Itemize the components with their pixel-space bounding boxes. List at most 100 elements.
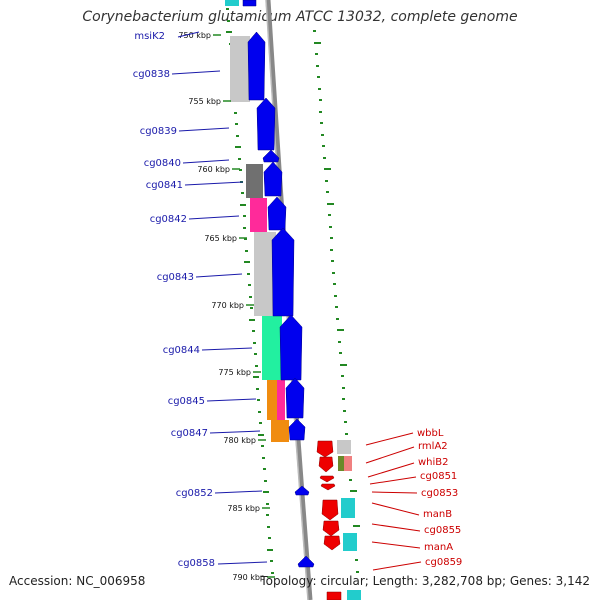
reverse-gene-arrow xyxy=(320,483,336,491)
gc-dot-left xyxy=(267,526,270,528)
gene-leader-line xyxy=(171,70,221,75)
gc-dot-right xyxy=(319,99,322,101)
forward-gene-arrow xyxy=(267,196,287,231)
gene-label-cg0845: cg0845 xyxy=(168,396,205,407)
gc-dot-left xyxy=(227,20,230,22)
gc-dot-right xyxy=(315,53,318,55)
gc-dot-right xyxy=(341,375,344,377)
forward-gene-arrow xyxy=(247,31,266,101)
cog-block xyxy=(254,232,276,316)
kbp-tick-label: 775 kbp xyxy=(218,368,251,377)
gc-dot-right xyxy=(314,42,321,44)
gc-dot-right xyxy=(322,145,325,147)
forward-gene-arrow xyxy=(279,314,303,381)
gc-dot-right xyxy=(349,479,352,481)
kbp-tick-label: 750 kbp xyxy=(178,31,211,40)
gc-dot-left xyxy=(239,169,242,171)
reverse-gene-arrow xyxy=(319,475,335,483)
gene-leader-line xyxy=(177,31,200,38)
forward-gene-arrow xyxy=(297,555,315,568)
gene-leader-line xyxy=(188,215,240,220)
gc-dot-right xyxy=(327,203,334,205)
cog-block xyxy=(225,0,239,6)
gc-dot-left xyxy=(236,135,239,137)
gene-labels: msiK2 cg0838 cg0839 cg0840 cg0841 cg0842 cg084… xyxy=(133,31,462,571)
gene-track xyxy=(242,0,342,600)
gc-dot-right xyxy=(344,421,347,423)
gene-leader-line xyxy=(371,541,421,549)
gc-dot-left xyxy=(243,215,246,217)
gc-dot-right xyxy=(338,341,341,343)
gc-dot-left xyxy=(271,572,274,574)
kbp-tick-label: 765 kbp xyxy=(204,234,237,243)
gc-dot-left xyxy=(259,422,262,424)
gene-leader-line xyxy=(372,561,422,571)
gc-dot-left xyxy=(247,273,250,275)
gene-leader-line xyxy=(371,502,420,516)
gc-dot-right xyxy=(340,364,347,366)
gc-dot-right xyxy=(321,134,324,136)
cog-block xyxy=(246,164,263,198)
gene-label-cg0844: cg0844 xyxy=(163,345,200,356)
accession-text: Accession: NC_006958 xyxy=(9,574,146,588)
cog-block xyxy=(271,420,289,442)
gene-label-msiK2: msiK2 xyxy=(134,31,165,42)
kbp-tick-label: 790 kbp xyxy=(232,573,265,582)
genome-title: Corynebacterium glutamicum ATCC 13032, c… xyxy=(82,9,518,25)
gc-dot-right xyxy=(319,111,322,113)
gc-dot-right xyxy=(335,306,338,308)
gc-dot-left xyxy=(248,284,251,286)
gc-dot-left xyxy=(268,537,271,539)
cog-color-track xyxy=(225,0,361,600)
gc-dot-left xyxy=(240,204,246,206)
gc-dot-left xyxy=(241,192,244,194)
gc-dot-left xyxy=(252,330,255,332)
reverse-gene-arrow xyxy=(318,456,334,473)
topology-info: Topology: circular; Length: 3,282,708 bp… xyxy=(260,574,590,588)
gc-dot-left xyxy=(263,468,266,470)
gene-leader-line xyxy=(371,523,421,532)
gc-dot-right xyxy=(320,122,323,124)
gc-dot-left xyxy=(257,399,260,401)
gene-label-cg0843: cg0843 xyxy=(157,272,194,283)
gc-dot-right xyxy=(328,214,331,216)
gc-dot-left xyxy=(253,376,259,378)
gene-label-cg0852: cg0852 xyxy=(176,488,213,499)
gc-dot-left xyxy=(267,549,273,551)
cog-block xyxy=(344,456,352,471)
gene-label-wbbL: wbbL xyxy=(417,428,444,439)
gc-dot-right xyxy=(332,272,335,274)
gc-dot-left xyxy=(244,261,250,263)
gc-dot-left xyxy=(253,342,256,344)
gene-label-cg0855: cg0855 xyxy=(424,525,461,536)
gc-dot-left xyxy=(266,503,269,505)
gene-leader-line xyxy=(365,432,414,446)
gene-label-cg0847: cg0847 xyxy=(171,428,208,439)
gc-dot-right xyxy=(342,398,345,400)
gene-label-cg0859: cg0859 xyxy=(425,557,462,568)
gene-leader-line xyxy=(365,446,415,464)
gc-dot-right xyxy=(343,410,346,412)
gc-dot-right xyxy=(342,387,345,389)
gene-leader-line xyxy=(206,398,257,402)
gc-dot-right xyxy=(331,260,334,262)
kbp-tick-label: 755 kbp xyxy=(188,97,221,106)
gene-label-rmlA2: rmlA2 xyxy=(418,441,448,452)
gc-dot-right xyxy=(330,237,333,239)
gc-dot-right xyxy=(345,433,348,435)
gc-dot-right xyxy=(339,352,342,354)
gc-dot-right xyxy=(316,65,319,67)
gc-dot-left xyxy=(235,123,238,125)
cog-block xyxy=(347,590,361,600)
gc-dot-left xyxy=(255,365,258,367)
forward-gene-arrow xyxy=(256,97,276,151)
forward-gene-arrow xyxy=(262,149,280,163)
kbp-tick-label: 785 kbp xyxy=(227,504,260,513)
cog-block xyxy=(230,36,250,102)
gene-label-cg0851: cg0851 xyxy=(420,471,457,482)
cog-block xyxy=(341,498,355,518)
gc-dot-right xyxy=(323,157,326,159)
gene-leader-line xyxy=(184,181,244,186)
gene-label-manA: manA xyxy=(424,542,453,553)
